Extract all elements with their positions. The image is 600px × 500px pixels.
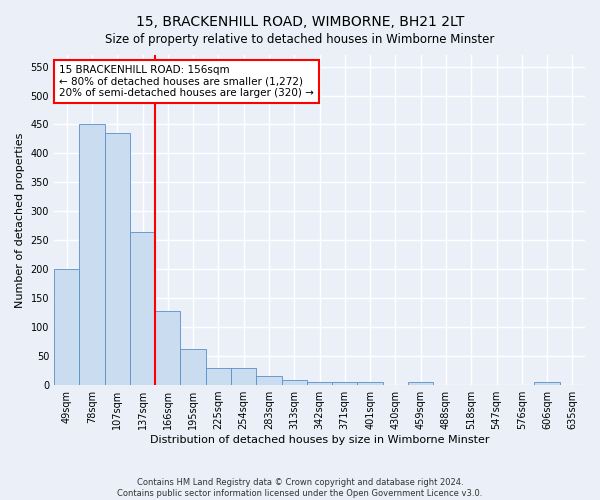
Bar — [104, 133, 130, 385]
Bar — [332, 382, 358, 385]
Text: 15 BRACKENHILL ROAD: 156sqm
← 80% of detached houses are smaller (1,272)
20% of : 15 BRACKENHILL ROAD: 156sqm ← 80% of det… — [59, 65, 314, 98]
Bar — [535, 382, 560, 385]
Bar — [307, 382, 332, 385]
X-axis label: Distribution of detached houses by size in Wimborne Minster: Distribution of detached houses by size … — [150, 435, 489, 445]
Text: Size of property relative to detached houses in Wimborne Minster: Size of property relative to detached ho… — [106, 32, 494, 46]
Bar — [130, 232, 155, 385]
Text: 15, BRACKENHILL ROAD, WIMBORNE, BH21 2LT: 15, BRACKENHILL ROAD, WIMBORNE, BH21 2LT — [136, 15, 464, 29]
Bar — [281, 380, 307, 385]
Text: Contains HM Land Registry data © Crown copyright and database right 2024.
Contai: Contains HM Land Registry data © Crown c… — [118, 478, 482, 498]
Bar — [358, 382, 383, 385]
Y-axis label: Number of detached properties: Number of detached properties — [15, 132, 25, 308]
Bar — [408, 382, 433, 385]
Bar — [155, 311, 181, 385]
Bar — [256, 376, 281, 385]
Bar — [79, 124, 104, 385]
Bar — [206, 368, 231, 385]
Bar — [181, 349, 206, 385]
Bar — [54, 270, 79, 385]
Bar — [231, 368, 256, 385]
